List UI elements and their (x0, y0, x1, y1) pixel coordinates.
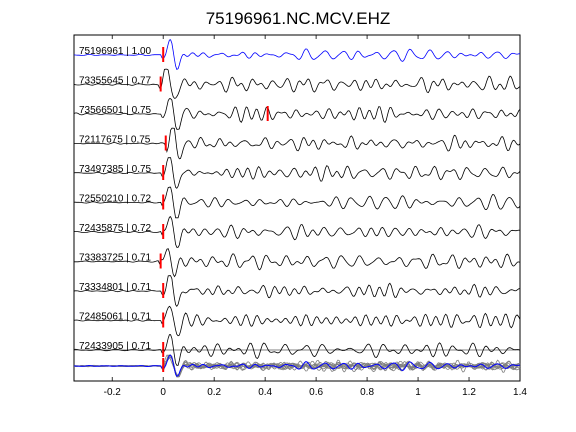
trace-75196961: 75196961 | 1.00 (73, 39, 521, 70)
x-tick-label: 0.8 (360, 387, 374, 398)
x-tick-label: 0.2 (207, 387, 221, 398)
trace-line (73, 68, 521, 99)
trace-line (73, 275, 521, 307)
plot-frame (73, 34, 521, 382)
trace-72550210: 72550210 | 0.72 (74, 186, 521, 219)
trace-line (74, 127, 521, 160)
traces-layer: 75196961 | 1.00 73355645 | 0.77 73566501 |… (73, 39, 521, 366)
trace-label: 75196961 | 1.00 (79, 46, 152, 57)
trace-72485061: 72485061 | 0.71 (73, 305, 521, 337)
trace-line (73, 39, 521, 70)
trace-72435875: 72435875 | 0.72 (73, 216, 521, 248)
trace-label: 72117675 | 0.75 (79, 135, 151, 146)
trace-label: 72485061 | 0.71 (79, 312, 152, 323)
trace-line (74, 186, 521, 219)
chart-title: 75196961.NC.MCV.EHZ (206, 9, 391, 28)
x-axis: -0.2 0 0.2 0.4 0.6 0.8 1 1.2 1.4 (104, 35, 527, 398)
trace-72117675: 72117675 | 0.75 (74, 127, 521, 160)
stack-panel (73, 349, 521, 378)
trace-label: 73355645 | 0.77 (79, 76, 152, 87)
trace-line (73, 305, 521, 337)
trace-73497385: 73497385 | 0.75 (73, 157, 521, 189)
trace-73355645: 73355645 | 0.77 (73, 68, 521, 99)
x-tick-label: 0 (160, 387, 166, 398)
x-tick-label: -0.2 (104, 387, 122, 398)
trace-73566501: 73566501 | 0.75 (73, 98, 521, 130)
trace-line (73, 216, 521, 248)
x-tick-label: 0.4 (258, 387, 272, 398)
trace-line (73, 334, 521, 366)
trace-line (74, 248, 521, 278)
trace-label: 72550210 | 0.72 (79, 194, 152, 205)
x-tick-label: 1 (415, 387, 421, 398)
trace-72433905: 72433905 | 0.71 (73, 334, 521, 366)
x-tick-label: 1.4 (513, 387, 527, 398)
trace-label: 72433905 | 0.71 (79, 341, 152, 352)
trace-label: 73566501 | 0.75 (79, 105, 152, 116)
trace-label: 72435875 | 0.72 (79, 223, 152, 234)
trace-73383725: 73383725 | 0.71 (74, 248, 521, 278)
x-tick-label: 1.2 (462, 387, 476, 398)
trace-label: 73334801 | 0.71 (79, 282, 152, 293)
stack-reference-trace (73, 354, 521, 377)
trace-line (73, 98, 521, 130)
trace-73334801: 73334801 | 0.71 (73, 275, 521, 307)
x-tick-label: 0.6 (309, 387, 323, 398)
trace-label: 73497385 | 0.75 (79, 164, 152, 175)
trace-line (73, 157, 521, 189)
trace-label: 73383725 | 0.71 (79, 253, 152, 264)
